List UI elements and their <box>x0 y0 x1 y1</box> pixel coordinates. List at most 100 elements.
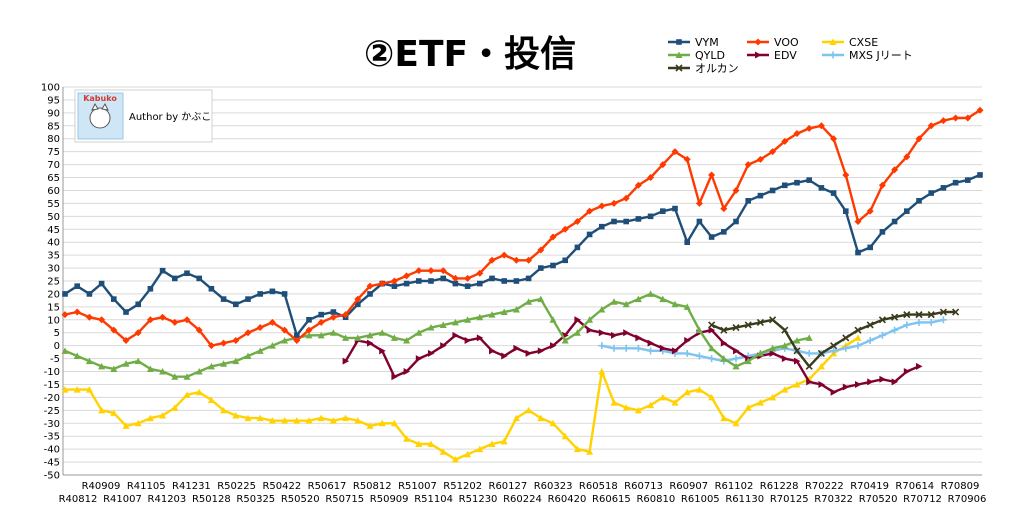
data-point <box>98 280 105 287</box>
data-point <box>550 262 556 269</box>
data-point <box>915 318 923 326</box>
data-point <box>781 342 789 349</box>
data-point <box>965 177 971 183</box>
data-point <box>513 344 520 352</box>
data-point <box>306 317 312 323</box>
data-point <box>134 357 142 365</box>
author-label: Author by かぶこ <box>129 111 211 123</box>
y-tick-label: 25 <box>47 277 60 288</box>
data-point <box>525 298 533 305</box>
data-point <box>476 313 484 321</box>
data-point <box>207 362 215 370</box>
data-point <box>62 291 68 297</box>
data-point <box>830 342 838 350</box>
data-point <box>756 155 764 163</box>
data-point <box>195 388 203 396</box>
data-point <box>147 285 154 292</box>
data-point <box>391 283 398 289</box>
data-point <box>61 311 69 319</box>
series-line <box>64 109 981 347</box>
data-point <box>196 275 202 282</box>
data-point <box>647 401 655 409</box>
data-point <box>586 316 594 323</box>
series-x <box>708 308 960 370</box>
legend-label: VOO <box>774 36 799 49</box>
y-tick-label: 35 <box>47 251 60 262</box>
x-tick-label-bottom: R51104 <box>414 494 453 505</box>
data-point <box>195 368 203 375</box>
data-point <box>451 455 459 463</box>
data-point <box>708 344 716 352</box>
data-point <box>622 404 630 411</box>
data-point <box>794 357 801 365</box>
data-point <box>403 336 411 344</box>
data-point <box>415 329 423 336</box>
data-point <box>586 231 593 238</box>
data-point <box>610 298 618 305</box>
data-point <box>403 272 411 280</box>
data-point <box>122 336 130 344</box>
data-point <box>110 326 118 334</box>
data-point <box>829 38 837 45</box>
data-point <box>903 153 911 161</box>
x-tick-label-top: R61102 <box>715 481 754 492</box>
data-point <box>538 265 544 271</box>
data-point <box>708 326 716 334</box>
data-point <box>329 313 337 321</box>
data-point <box>427 440 435 447</box>
data-point <box>866 207 874 215</box>
x-tick-label-bottom: R41007 <box>103 494 142 505</box>
x-tick-label-top: R50422 <box>262 481 301 492</box>
data-point <box>866 336 874 344</box>
x-tick-label-bottom: R70125 <box>770 494 809 505</box>
data-point <box>232 336 240 344</box>
y-tick-label: -25 <box>44 406 60 417</box>
data-point <box>232 357 240 365</box>
data-point <box>599 223 605 230</box>
data-point <box>171 404 179 411</box>
x-tick-label-top: R70419 <box>850 481 889 492</box>
data-point <box>550 342 557 350</box>
data-point <box>793 380 801 388</box>
data-point <box>916 362 923 370</box>
data-point <box>464 316 472 323</box>
data-point <box>574 316 581 324</box>
series-square <box>62 172 983 339</box>
y-tick-label: 15 <box>47 302 60 313</box>
data-point <box>329 329 337 336</box>
data-point <box>830 347 838 355</box>
data-point <box>403 280 410 287</box>
y-tick-label: 80 <box>47 134 60 145</box>
data-point <box>610 344 618 352</box>
data-point <box>513 278 520 284</box>
data-point <box>622 194 630 202</box>
data-point <box>439 267 447 275</box>
data-point <box>269 288 276 295</box>
data-point <box>598 368 606 375</box>
data-point <box>915 311 923 319</box>
data-point <box>122 360 130 367</box>
data-point <box>403 435 411 442</box>
y-tick-label: 95 <box>47 95 60 106</box>
y-tick-label: 75 <box>47 147 60 158</box>
data-point <box>171 318 179 326</box>
data-point <box>769 393 777 401</box>
data-point <box>806 378 813 386</box>
data-point <box>281 291 288 297</box>
x-tick-label-bottom: R60615 <box>592 494 631 505</box>
gridlines <box>62 86 982 476</box>
data-point <box>294 332 300 339</box>
data-point <box>378 280 386 288</box>
data-point <box>634 295 642 303</box>
data-point <box>781 386 789 393</box>
data-point <box>172 275 178 282</box>
data-point <box>854 218 862 226</box>
data-point <box>927 122 935 130</box>
data-point <box>329 417 337 424</box>
data-point <box>440 275 446 282</box>
data-point <box>525 256 533 264</box>
data-point <box>428 278 434 284</box>
data-point <box>452 280 459 287</box>
data-point <box>647 174 655 182</box>
data-point <box>342 311 350 319</box>
